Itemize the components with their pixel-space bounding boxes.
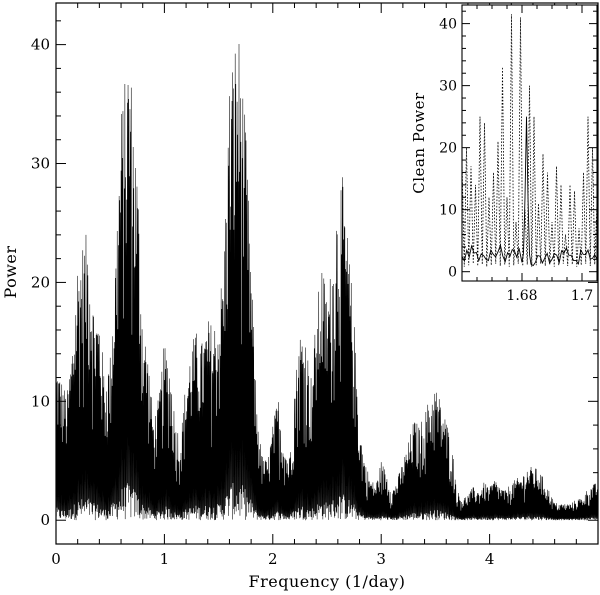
inset-y-tick-label: 40 <box>439 17 457 33</box>
main-x-tick-label: 3 <box>376 550 386 568</box>
inset-x-tick-label: 1.7 <box>571 288 593 304</box>
inset-x-tick-label: 1.68 <box>506 288 537 304</box>
main-y-tick-label: 0 <box>40 511 50 529</box>
main-x-tick-label: 1 <box>160 550 170 568</box>
inset-plot-frame <box>461 4 598 282</box>
inset-y-tick-labels: 0 10 20 30 40 <box>439 17 457 281</box>
main-x-axis-label: Frequency (1/day) <box>249 572 406 591</box>
main-y-axis-label: Power <box>1 245 20 298</box>
main-x-tick-label: 4 <box>485 550 495 568</box>
main-x-tick-label: 0 <box>51 550 61 568</box>
main-y-tick-labels: 0 10 20 30 40 <box>31 36 50 530</box>
main-y-tick-label: 10 <box>31 392 50 410</box>
main-x-tick-labels: 0 1 2 3 4 <box>51 550 494 568</box>
main-y-tick-label: 30 <box>31 155 50 173</box>
inset-y-tick-label: 20 <box>439 141 457 157</box>
inset-y-tick-label: 10 <box>439 203 457 219</box>
inset-dotted-series <box>461 14 598 267</box>
main-plot-frame <box>55 2 599 545</box>
main-x-tick-label: 2 <box>268 550 278 568</box>
inset-plot: 1.68 1.7 0 10 20 30 40 Clean Power <box>410 4 598 304</box>
main-y-tick-label: 40 <box>31 36 50 54</box>
main-series-line-0 <box>55 44 599 521</box>
inset-y-axis-label: Clean Power <box>410 92 428 194</box>
inset-clean-power-series <box>461 14 598 267</box>
inset-y-tick-label: 0 <box>448 265 457 281</box>
inset-solid-series <box>461 116 598 267</box>
main-power-series <box>55 44 599 521</box>
inset-x-tick-labels: 1.68 1.7 <box>506 288 593 304</box>
inset-y-tick-label: 30 <box>439 79 457 95</box>
inset-axis-ticks <box>462 5 598 281</box>
main-y-tick-label: 20 <box>31 273 50 291</box>
